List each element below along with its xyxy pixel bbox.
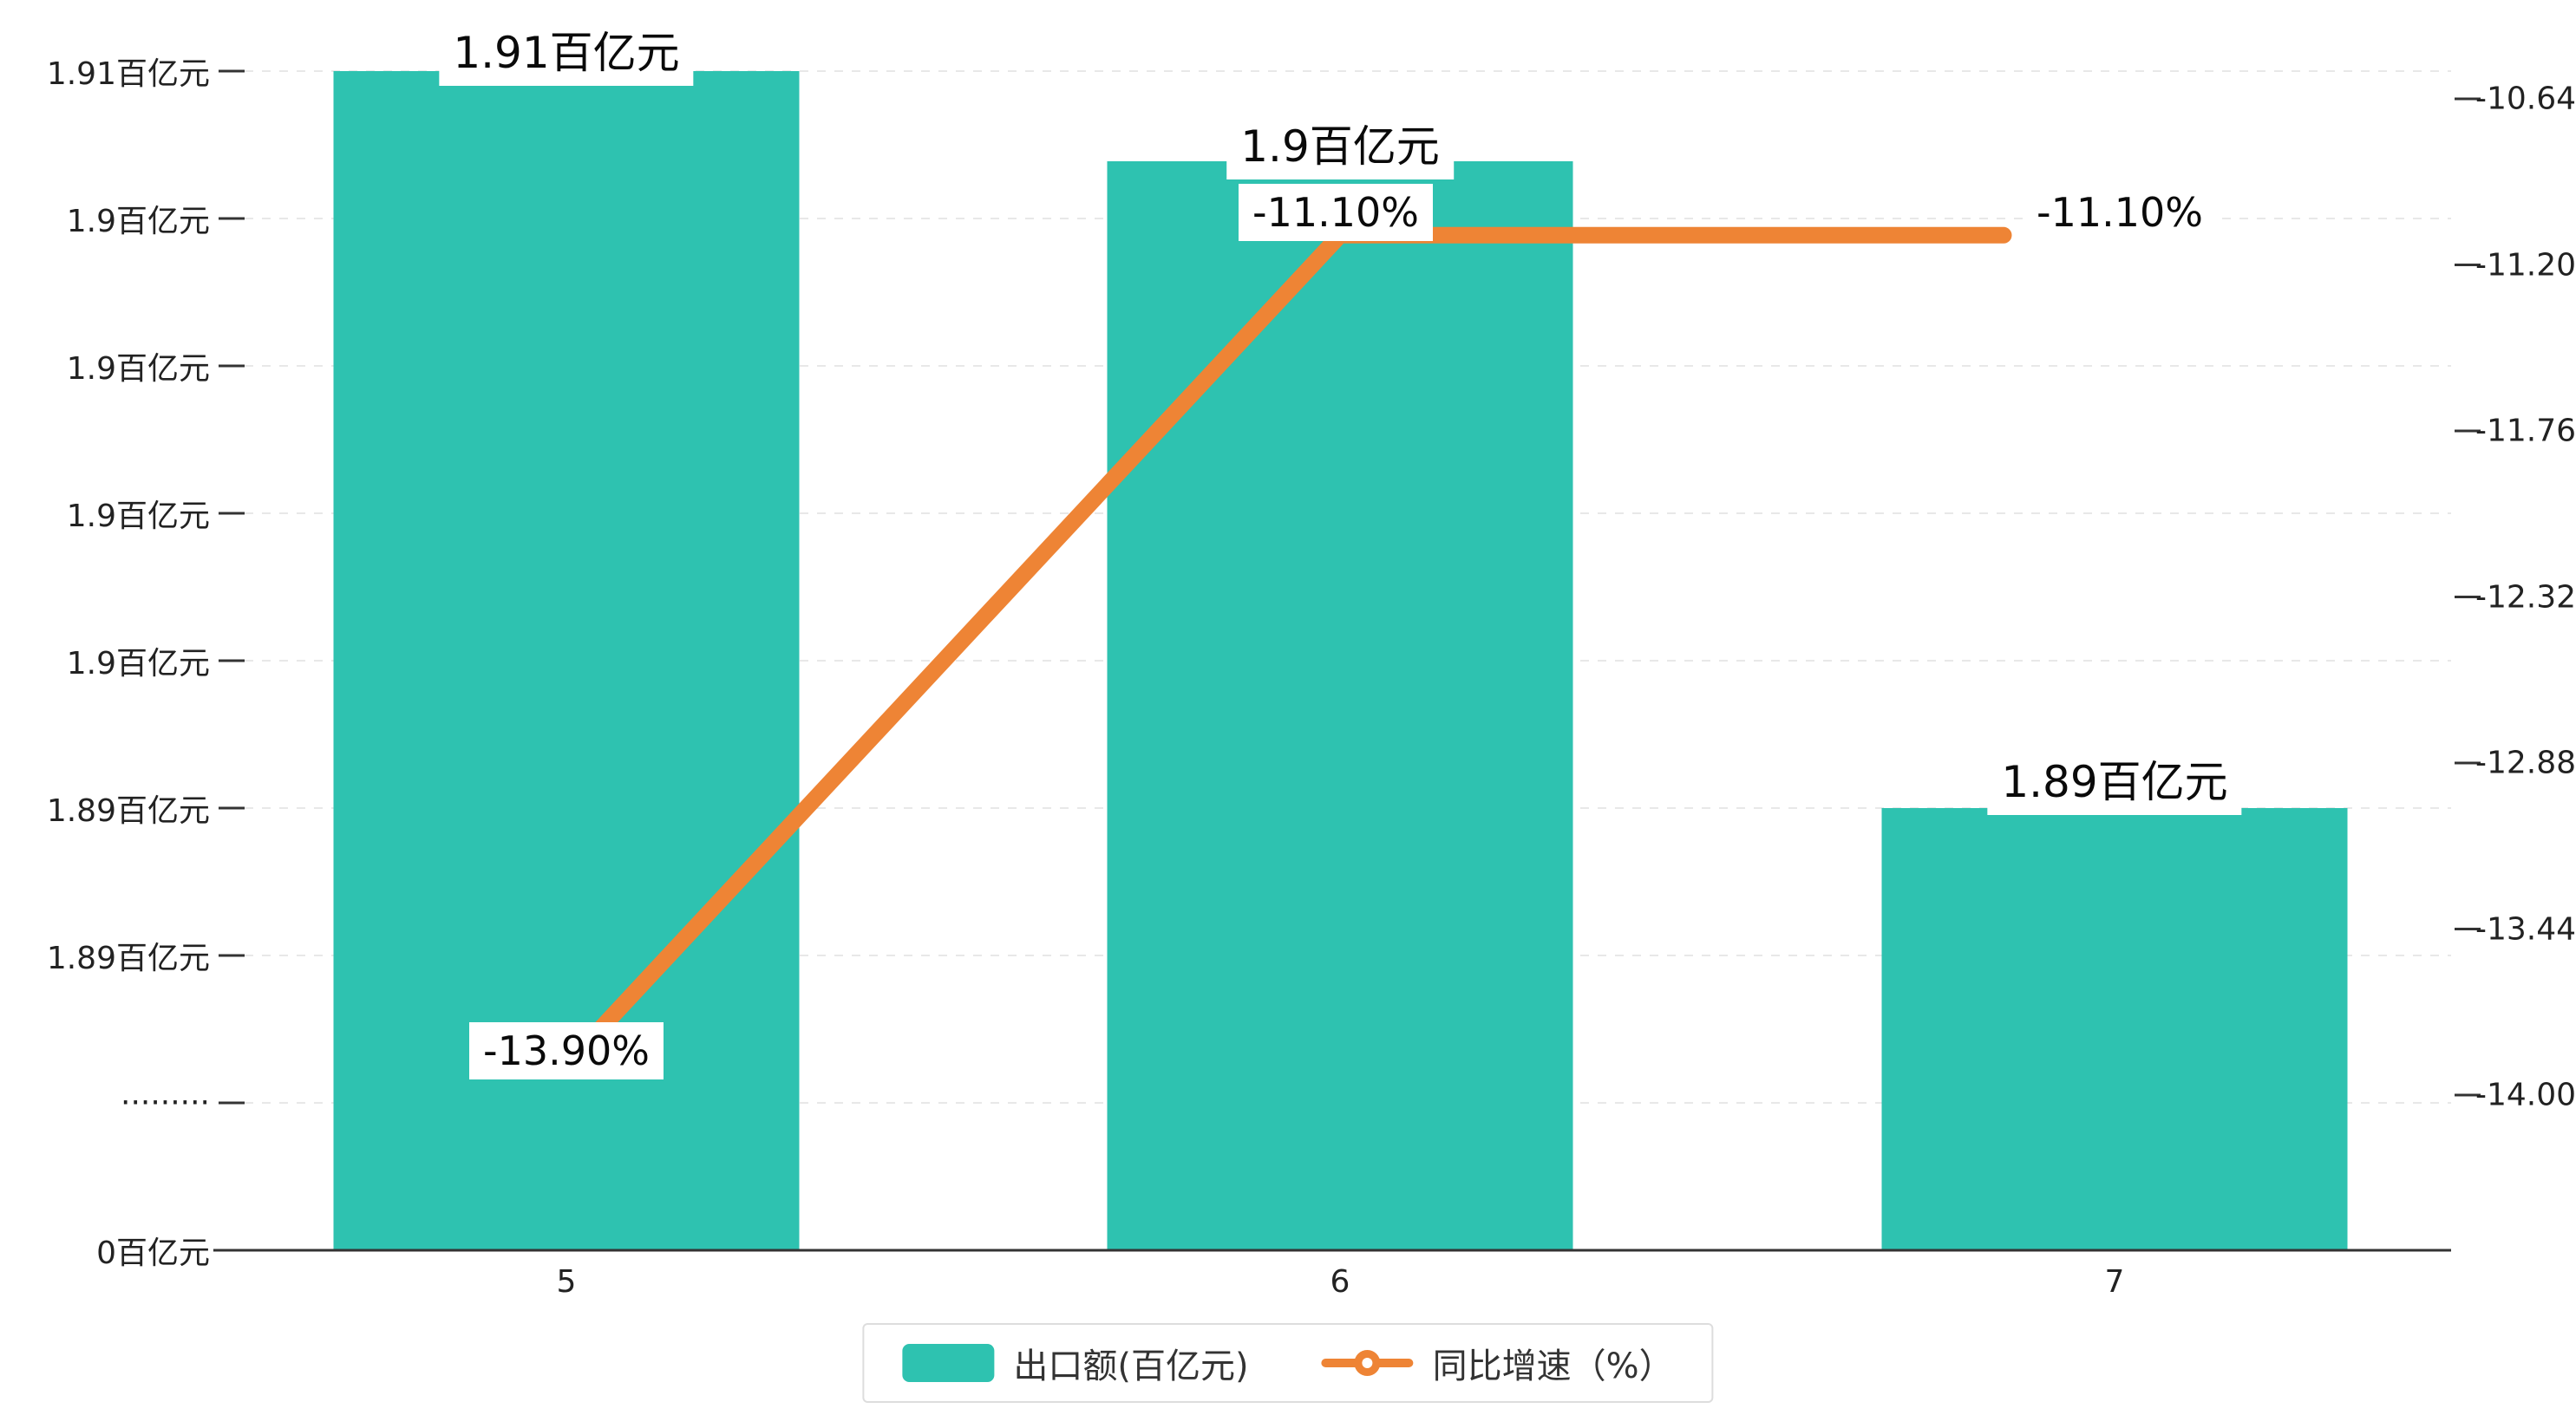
bar-month-7 — [1881, 808, 2348, 1249]
legend: 出口额(百亿元) 同比增速（%） — [862, 1323, 1714, 1403]
legend-label-growth-rate: 同比增速（%） — [1432, 1347, 1674, 1386]
legend-label-export-amount: 出口额(百亿元) — [1013, 1347, 1249, 1386]
legend-item-growth-rate[interactable]: 同比增速（%） — [1321, 1338, 1674, 1388]
line-series-marker-icon — [1321, 1344, 1414, 1382]
bar-month-6 — [1107, 161, 1573, 1249]
bar-series-swatch-icon — [902, 1344, 995, 1382]
legend-item-export-amount[interactable]: 出口额(百亿元) — [902, 1338, 1249, 1388]
